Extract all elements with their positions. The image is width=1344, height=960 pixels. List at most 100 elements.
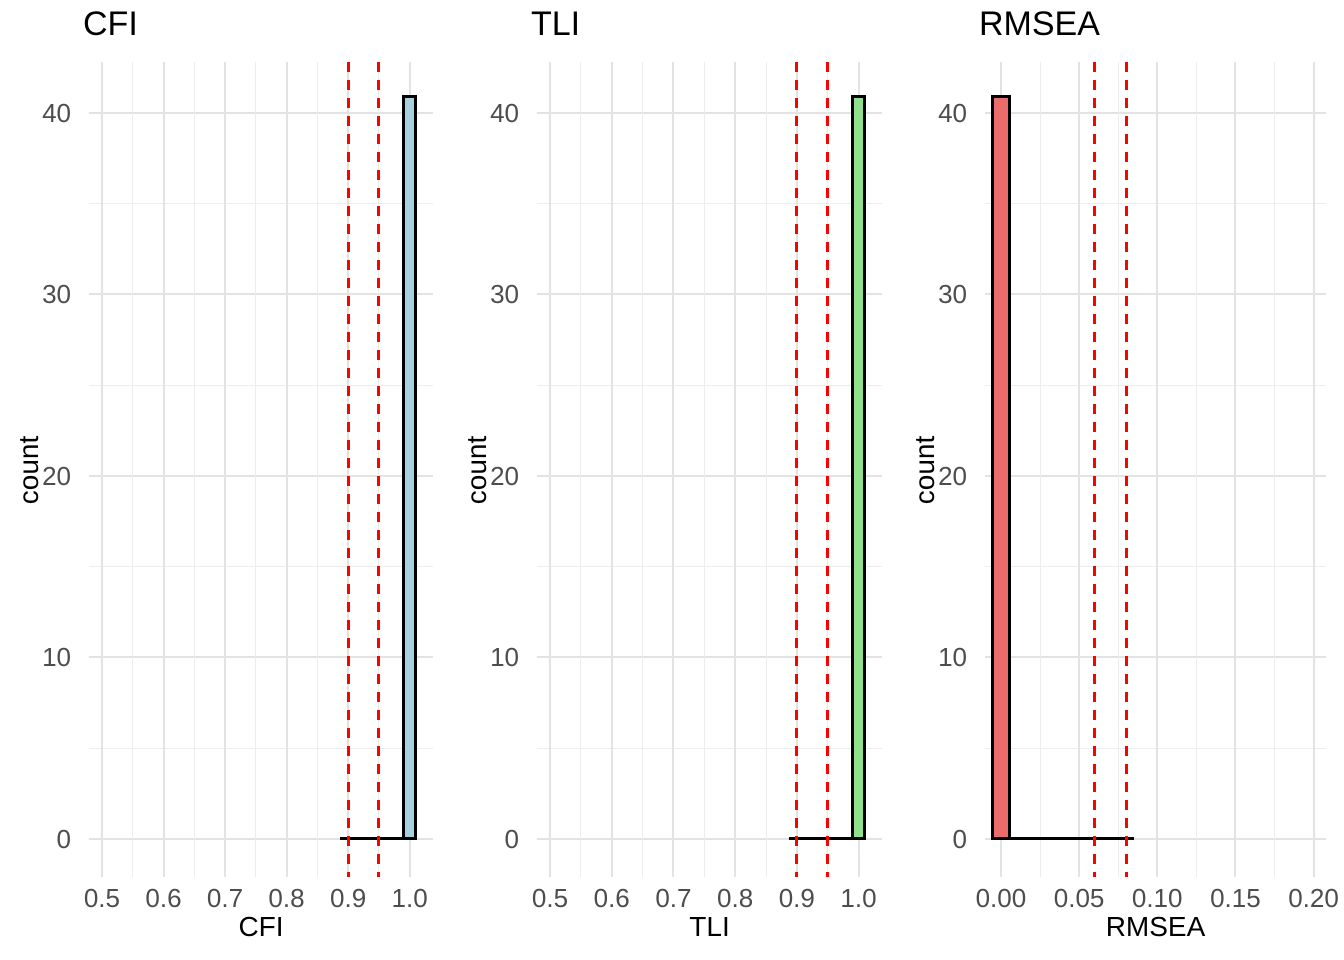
histogram-bar (850, 94, 867, 841)
h-gridline-minor (985, 203, 1326, 205)
h-gridline-minor (537, 747, 882, 749)
x-tick-label: 0.8 (268, 883, 305, 913)
y-tick-label: 40 (490, 97, 519, 128)
y-tick-label: 10 (42, 642, 71, 673)
v-gridline-major (734, 62, 737, 877)
h-gridline-minor (537, 203, 882, 205)
h-gridline-major (537, 474, 882, 477)
v-gridline-major (1312, 62, 1315, 877)
h-gridline-minor (89, 203, 433, 205)
threshold-line (346, 62, 350, 877)
v-gridline-major (672, 62, 675, 877)
x-axis-title: RMSEA (1105, 911, 1206, 942)
h-gridline-major (89, 474, 433, 477)
v-gridline-minor (703, 62, 705, 877)
h-gridline-major (89, 293, 433, 296)
y-tick-label: 0 (56, 823, 71, 854)
y-tick-label: 10 (938, 642, 967, 673)
threshold-line (1124, 62, 1128, 877)
h-gridline-major (537, 656, 882, 659)
y-tick-label: 20 (490, 460, 519, 491)
y-tick-label: 30 (42, 279, 71, 310)
plot-title-rmsea: RMSEA (979, 5, 1100, 43)
v-gridline-minor (316, 62, 318, 877)
v-gridline-minor (1039, 62, 1041, 877)
v-gridline-minor (132, 62, 134, 877)
x-tick-label: 0.20 (1288, 883, 1339, 913)
h-gridline-minor (89, 747, 433, 749)
h-gridline-minor (985, 384, 1326, 386)
v-gridline-major (1078, 62, 1081, 877)
h-gridline-major (537, 111, 882, 114)
y-tick-label: 20 (938, 460, 967, 491)
h-gridline-minor (537, 566, 882, 568)
y-tick-label: 20 (42, 460, 71, 491)
plot-title-tli: TLI (531, 5, 581, 43)
x-tick-label: 1.0 (840, 883, 877, 913)
threshold-line (826, 62, 830, 877)
x-tick-label: 0.6 (145, 883, 182, 913)
h-gridline-minor (985, 747, 1326, 749)
h-gridline-minor (985, 566, 1326, 568)
x-axis-title: TLI (689, 911, 730, 942)
h-gridline-major (537, 837, 882, 840)
h-gridline-major (89, 837, 433, 840)
histogram-bar (991, 94, 1011, 841)
h-gridline-minor (89, 384, 433, 386)
y-tick-label: 0 (952, 823, 967, 854)
v-gridline-minor (1273, 62, 1275, 877)
h-gridline-minor (89, 566, 433, 568)
h-gridline-major (985, 111, 1326, 114)
v-gridline-minor (255, 62, 257, 877)
v-gridline-minor (1117, 62, 1119, 877)
v-gridline-minor (642, 62, 643, 877)
h-gridline-major (985, 837, 1326, 840)
y-tick-label: 30 (490, 279, 519, 310)
h-gridline-major (985, 474, 1326, 477)
h-gridline-major (89, 111, 433, 114)
v-gridline-minor (580, 62, 582, 877)
x-tick-label: 0.5 (83, 883, 120, 913)
h-gridline-major (537, 293, 882, 296)
x-tick-label: 0.9 (778, 883, 815, 913)
h-gridline-major (985, 656, 1326, 659)
x-tick-label: 0.00 (975, 883, 1027, 913)
h-gridline-major (89, 656, 433, 659)
x-tick-label: 0.7 (655, 883, 692, 913)
x-tick-label: 0.5 (531, 883, 569, 913)
histogram-baseline (991, 837, 1134, 841)
x-tick-label: 0.6 (593, 883, 630, 913)
v-gridline-minor (193, 62, 195, 877)
y-tick-label: 40 (42, 97, 71, 128)
x-tick-label: 0.7 (206, 883, 244, 913)
v-gridline-major (1234, 62, 1237, 877)
y-tick-label: 40 (938, 97, 967, 128)
v-gridline-major (549, 62, 551, 877)
y-tick-label: 30 (938, 279, 967, 310)
x-tick-label: 0.8 (717, 883, 754, 913)
v-gridline-major (162, 62, 165, 877)
x-tick-label: 0.9 (330, 883, 367, 913)
v-gridline-major (610, 62, 613, 877)
v-gridline-minor (765, 62, 767, 877)
x-tick-label: 0.05 (1053, 883, 1105, 913)
x-tick-label: 0.15 (1210, 883, 1261, 913)
v-gridline-major (100, 62, 103, 877)
threshold-line (1093, 62, 1097, 877)
x-axis-title: CFI (238, 911, 284, 942)
v-gridline-major (1156, 62, 1159, 877)
y-tick-label: 0 (504, 823, 519, 854)
histogram-bar (401, 94, 418, 841)
h-gridline-major (985, 293, 1326, 296)
v-gridline-major (285, 62, 288, 877)
v-gridline-major (224, 62, 226, 877)
x-tick-label: 0.10 (1131, 883, 1183, 913)
threshold-line (377, 62, 381, 877)
y-tick-label: 10 (490, 642, 519, 673)
v-gridline-minor (1195, 62, 1197, 877)
h-gridline-minor (537, 384, 882, 386)
